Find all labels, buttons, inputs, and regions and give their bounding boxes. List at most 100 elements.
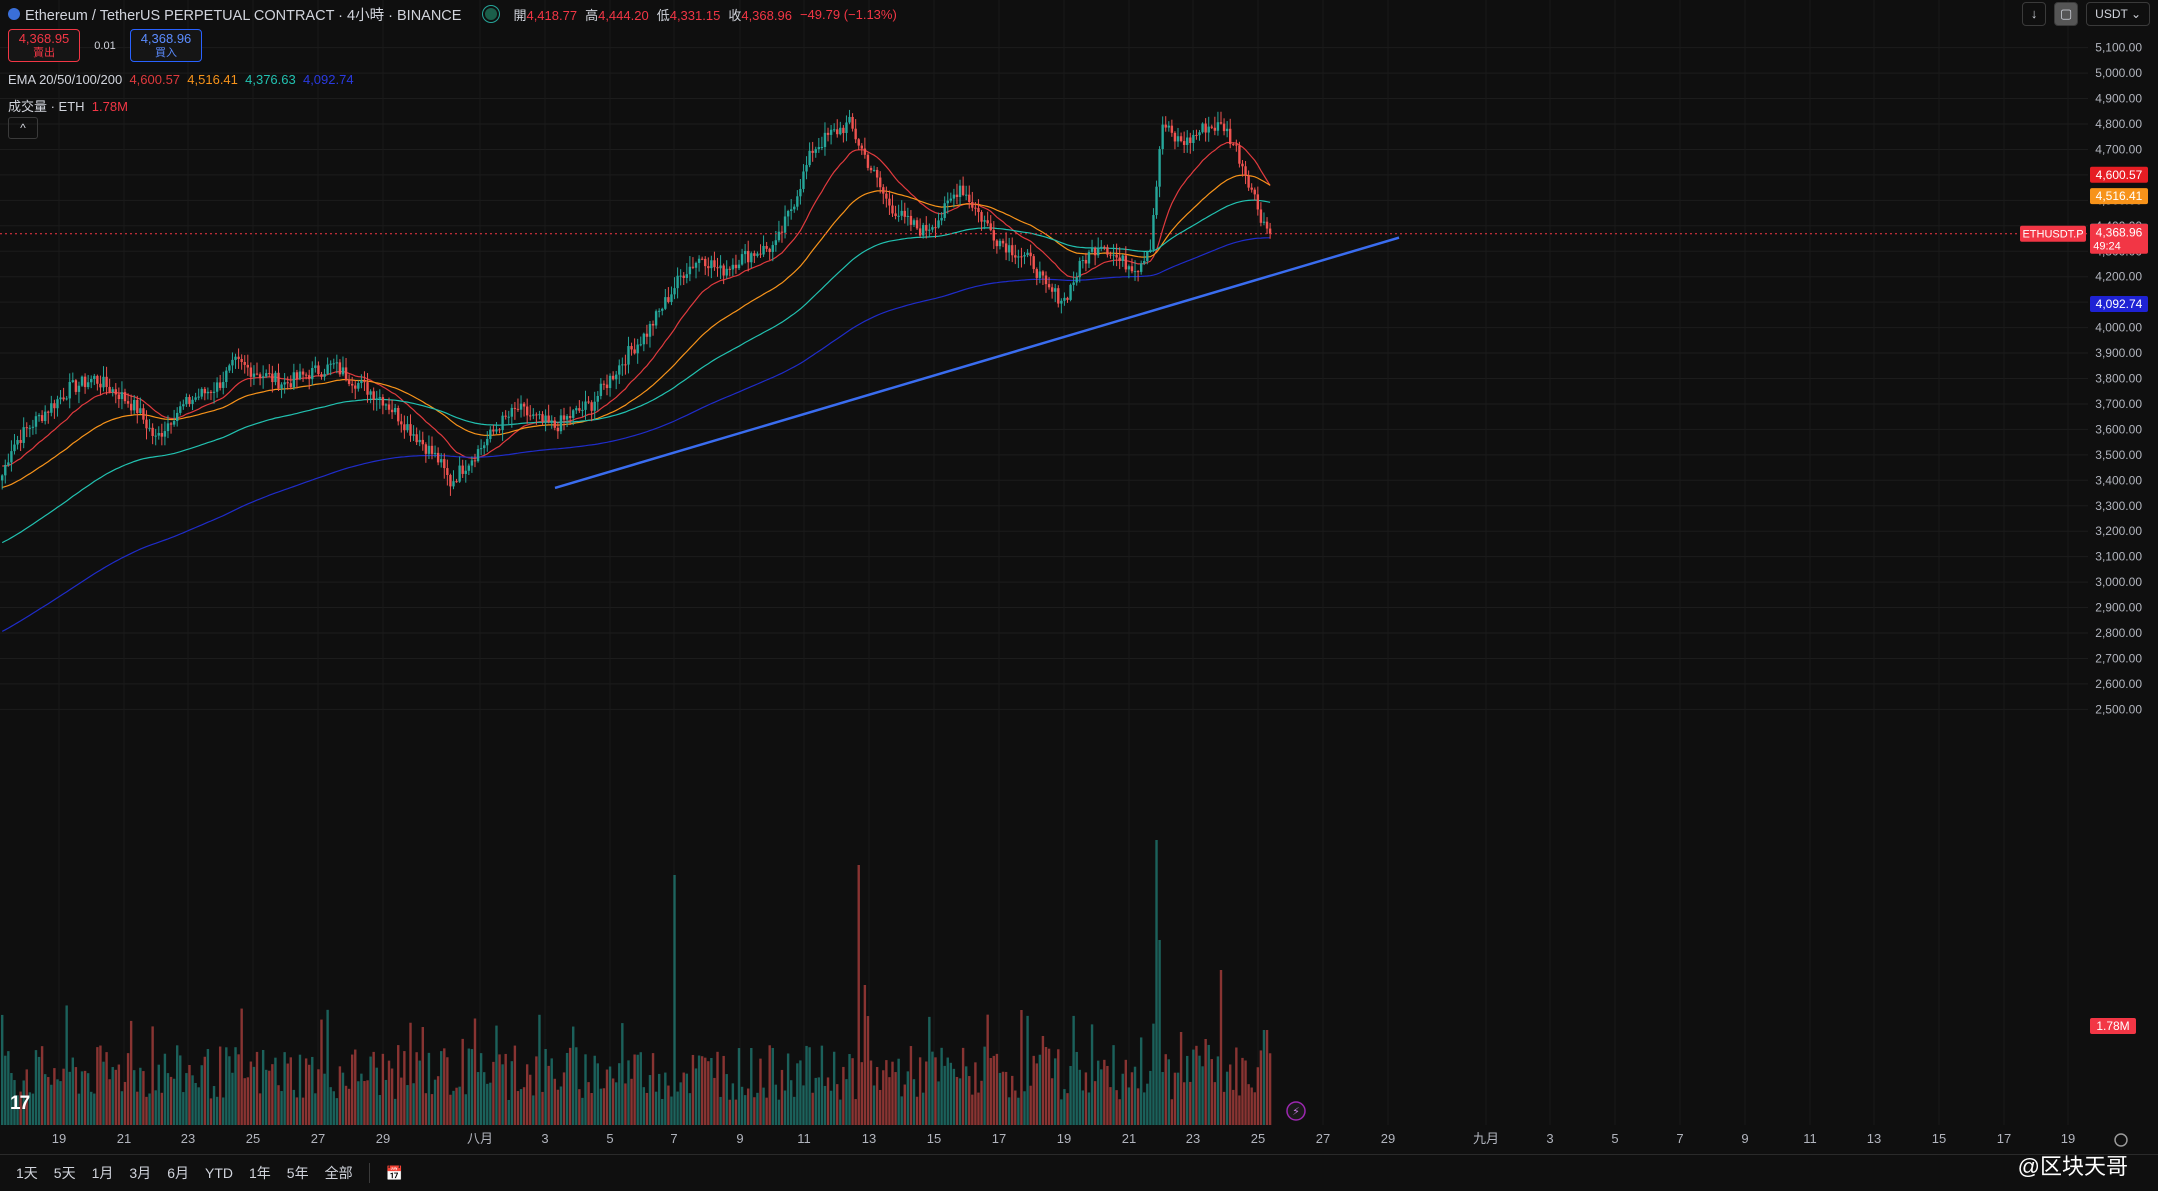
volume-bar xyxy=(301,1097,305,1125)
volume-bar xyxy=(446,1057,449,1125)
volume-bar xyxy=(906,1071,910,1125)
calendar-icon[interactable]: 📅 xyxy=(385,1164,404,1181)
timeframe-1d[interactable]: 1天 xyxy=(16,1165,38,1181)
candle-body xyxy=(274,372,277,383)
volume-bar xyxy=(1152,1023,1155,1125)
ema-line-200[interactable] xyxy=(1,237,1271,632)
time-tick-label: 27 xyxy=(1316,1131,1330,1146)
sell-button[interactable]: 4,368.95 賣出 xyxy=(8,29,80,62)
candle-body xyxy=(581,409,584,411)
volume-bar xyxy=(559,1086,563,1125)
candle-body xyxy=(836,129,839,135)
candle-body xyxy=(1216,122,1220,131)
timeframe-5y[interactable]: 5年 xyxy=(286,1165,309,1181)
candle-body xyxy=(983,220,986,222)
buy-price: 4,368.96 xyxy=(140,30,192,46)
volume-bar xyxy=(1232,1089,1235,1125)
volume-bar xyxy=(31,1093,35,1125)
volume-bar xyxy=(587,1082,590,1125)
candle-body xyxy=(19,439,22,443)
collapse-legend-button[interactable]: ^ xyxy=(8,117,38,139)
volume-bar xyxy=(928,1016,931,1125)
candle-body xyxy=(694,262,698,268)
settings-icon[interactable] xyxy=(2114,1133,2128,1147)
candle-body xyxy=(295,372,299,380)
candle-body xyxy=(980,212,983,222)
candle-body xyxy=(1259,209,1263,223)
timeframe-3m[interactable]: 3月 xyxy=(129,1165,152,1181)
timeframe-6m[interactable]: 6月 xyxy=(167,1165,189,1181)
candle-body xyxy=(513,407,517,409)
candle-body xyxy=(372,391,375,400)
time-tick-label: 27 xyxy=(311,1131,325,1146)
volume-bar xyxy=(338,1066,342,1125)
candle-body xyxy=(621,364,624,366)
timeframe-ytd[interactable]: YTD xyxy=(204,1165,233,1181)
ema-line-100[interactable] xyxy=(1,199,1271,544)
volume-bar xyxy=(120,1091,124,1125)
trendline[interactable] xyxy=(554,236,1400,490)
time-tick-label: 9 xyxy=(736,1131,743,1146)
candle-body xyxy=(111,389,114,393)
ema-line-50[interactable] xyxy=(2,174,1271,488)
timeframe-1m[interactable]: 1月 xyxy=(91,1165,114,1181)
volume-badge xyxy=(2090,1018,2136,1034)
candle-body xyxy=(486,438,489,446)
timeframe-5d[interactable]: 5天 xyxy=(53,1165,76,1181)
time-axis[interactable]: 19 21 23 25 27 29 八月 3 5 7 9 11 13 15 17 19 21 23 25 27 29 九月… xyxy=(52,1131,2075,1146)
time-tick-label: 29 xyxy=(376,1131,390,1146)
candle-body xyxy=(1164,124,1167,128)
candle-body xyxy=(1026,252,1029,256)
volume-bar xyxy=(489,1082,492,1125)
volume-bar xyxy=(308,1064,311,1125)
candle-body xyxy=(1210,126,1213,128)
volume-bar xyxy=(1229,1064,1232,1125)
volume-legend[interactable]: 成交量 · ETH 1.78M xyxy=(8,96,128,115)
volume-bar xyxy=(381,1053,385,1125)
candle-body xyxy=(283,382,286,385)
volume-bar xyxy=(203,1056,207,1125)
candle-body xyxy=(102,376,105,388)
volume-bar xyxy=(166,1073,170,1125)
market-status-icon[interactable] xyxy=(483,6,500,22)
volume-bar xyxy=(998,1072,1002,1125)
candle-body xyxy=(323,373,326,377)
download-icon[interactable]: ↓ xyxy=(2022,2,2047,26)
price-axis[interactable]: 5,100.00 5,000.00 4,900.00 4,800.00 4,700.00… xyxy=(2088,0,2158,1125)
ema-legend[interactable]: EMA 20/50/100/200 4,600.57 4,516.41 4,37… xyxy=(8,72,354,87)
volume-bar xyxy=(1176,1072,1180,1125)
layout-icon[interactable]: ▢ xyxy=(2054,2,2079,26)
volume-bar xyxy=(427,1052,431,1125)
candle-body xyxy=(605,384,609,389)
spread-value: 0.01 xyxy=(94,39,116,52)
volume-bar xyxy=(1146,1083,1149,1125)
volume-bar xyxy=(931,1051,934,1125)
time-tick-label: 23 xyxy=(181,1131,195,1146)
candle-body xyxy=(903,210,906,217)
candle-body xyxy=(1241,163,1244,167)
volume-bar xyxy=(823,1085,827,1125)
buy-button[interactable]: 4,368.96 買入 xyxy=(130,29,202,62)
timeframe-1y[interactable]: 1年 xyxy=(248,1165,271,1181)
candle-body xyxy=(440,459,443,463)
candle-body xyxy=(676,275,679,289)
currency-select[interactable]: USDT ⌄ xyxy=(2086,2,2150,26)
candle-body xyxy=(912,220,916,225)
volume-bar xyxy=(713,1077,716,1125)
volume-bar xyxy=(1247,1084,1250,1125)
ema-line-20[interactable] xyxy=(2,141,1271,467)
symbol-title[interactable]: Ethereum / TetherUS PERPETUAL CONTRACT ·… xyxy=(25,7,462,24)
candle-body xyxy=(1262,221,1266,223)
candle-body xyxy=(710,260,713,269)
volume-bar xyxy=(774,1084,778,1125)
volume-bar xyxy=(22,1080,25,1125)
candle-body xyxy=(713,260,716,268)
volume-bar xyxy=(875,1066,879,1125)
candle-body xyxy=(108,386,111,393)
lightning-icon[interactable] xyxy=(1286,1101,1306,1121)
volume-bar xyxy=(747,1088,750,1125)
candle-body xyxy=(1158,149,1161,187)
volume-bar xyxy=(1057,1049,1060,1125)
timeframe-all[interactable]: 全部 xyxy=(324,1165,353,1181)
